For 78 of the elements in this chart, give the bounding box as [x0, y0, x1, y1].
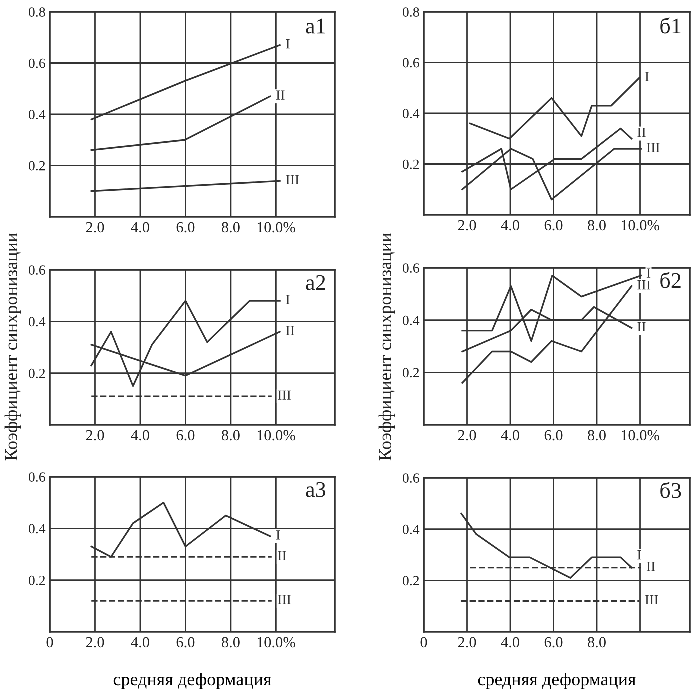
x-tick-label: 2.0 [458, 430, 476, 441]
x-tick-label: 8.0 [222, 430, 240, 441]
y-axis-title: Коэффициент синхронизации [4, 233, 22, 461]
y-tick-label: 0.2 [403, 576, 420, 586]
x-tick-label: 10.0% [258, 430, 296, 441]
x-tick-label: 8.0 [588, 430, 606, 441]
x-tick-label: 8.0 [222, 637, 240, 648]
series-label: II [276, 90, 285, 100]
y-tick-label: 0.2 [29, 368, 46, 378]
chart-title: а2 [306, 275, 326, 290]
series-label: III [646, 143, 660, 152]
series-label: II [646, 562, 656, 572]
series-label: I [286, 40, 290, 49]
y-tick-label: 0.8 [403, 8, 420, 18]
y-tick-label: 0.8 [29, 8, 46, 18]
series-label: I [638, 550, 642, 560]
y-tick-label: 0.4 [29, 317, 46, 327]
x-tick-label: 2.0 [458, 637, 476, 648]
x-tick-label: 6.0 [176, 430, 195, 441]
x-axis-title: средняя деформация [478, 672, 636, 690]
y-tick-label: 0.2 [403, 160, 420, 170]
x-tick-label: 6.0 [544, 220, 563, 231]
x-tick-label: 4.0 [131, 430, 150, 441]
series-label: II [638, 128, 646, 138]
x-tick-label: 8.0 [588, 220, 606, 231]
y-tick-label: 0.6 [403, 58, 420, 68]
x-tick-label: 6.0 [176, 637, 195, 648]
y-axis-title: Коэффициент синхронизации [378, 233, 396, 461]
y-tick-label: 0.6 [403, 264, 420, 274]
chart-title: б1 [660, 18, 681, 34]
y-tick-label: 0.2 [29, 576, 46, 586]
chart-title: а1 [306, 18, 326, 34]
chart-title: б2 [660, 272, 681, 288]
y-tick-label: 0.6 [29, 266, 46, 276]
y-tick-label: 0.4 [29, 110, 46, 120]
y-tick-label: 0.4 [29, 524, 46, 534]
x-tick-label: 6.0 [544, 430, 563, 441]
series-label: I [645, 72, 650, 82]
x-axis-title: средняя деформация [114, 672, 272, 690]
chart-title: б3 [660, 482, 682, 498]
x-tick-label: 8.0 [588, 637, 606, 648]
y-tick-label: 0.2 [29, 161, 46, 171]
x-tick-label: 8.0 [222, 222, 240, 233]
x-tick-label: 0 [46, 637, 54, 648]
x-tick-label: 4.0 [501, 637, 520, 648]
x-tick-label: 4.0 [131, 222, 150, 233]
y-tick-label: 0.4 [403, 524, 420, 534]
x-tick-label: 10.0% [622, 220, 660, 231]
series-label: III [278, 595, 291, 604]
chart-title: а3 [306, 482, 326, 498]
series-label: II [638, 322, 646, 332]
series-label: III [645, 595, 658, 605]
series-label: III [278, 390, 291, 400]
x-tick-label: 6.0 [176, 222, 195, 233]
x-tick-label: 6.0 [544, 637, 563, 648]
y-tick-label: 0.2 [403, 368, 420, 378]
x-tick-label: 4.0 [501, 430, 520, 441]
x-tick-label: 4.0 [131, 637, 150, 648]
series-label: I [276, 530, 280, 540]
y-tick-label: 0.6 [29, 472, 46, 482]
y-tick-label: 0.6 [403, 474, 420, 484]
x-tick-label: 0 [420, 637, 428, 648]
series-label: II [286, 326, 294, 336]
x-tick-label: 2.0 [86, 430, 104, 441]
series-label: I [646, 268, 651, 278]
x-tick-label: 2.0 [458, 220, 476, 231]
x-tick-label: 10.0% [258, 637, 296, 648]
y-tick-label: 0.6 [29, 58, 46, 68]
x-tick-label: 4.0 [501, 220, 520, 231]
x-tick-label: 10.0% [622, 430, 660, 441]
x-tick-label: 10.0% [258, 222, 296, 233]
series-label: I [286, 295, 290, 304]
y-tick-label: 0.4 [403, 109, 420, 119]
series-label: III [286, 175, 300, 184]
x-tick-label: 2.0 [86, 637, 104, 648]
x-tick-label: 2.0 [86, 222, 104, 233]
y-tick-label: 0.4 [403, 316, 420, 326]
series-label: II [278, 551, 286, 560]
